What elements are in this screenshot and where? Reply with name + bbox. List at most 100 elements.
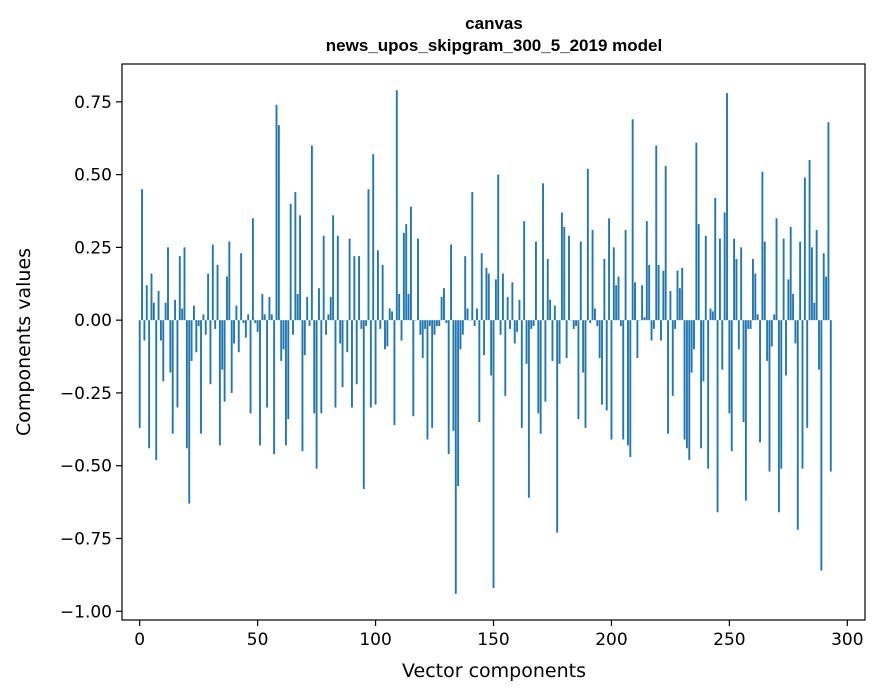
- bar-226: [671, 320, 674, 396]
- bars-group: [138, 90, 832, 594]
- bar-222: [662, 270, 665, 321]
- bar-71: [306, 296, 309, 321]
- bar-288: [818, 320, 820, 370]
- bar-205: [622, 320, 625, 440]
- bar-91: [353, 256, 356, 321]
- bar-66: [294, 192, 297, 321]
- bar-6: [152, 302, 155, 321]
- bar-246: [718, 238, 721, 321]
- bar-98: [369, 320, 372, 408]
- bar-166: [530, 320, 533, 329]
- bar-19: [183, 247, 186, 321]
- bar-48: [251, 218, 254, 321]
- bar-287: [815, 229, 818, 321]
- y-tick-label: −0.75: [60, 529, 112, 549]
- bar-74: [313, 320, 316, 414]
- bar-221: [660, 320, 662, 341]
- bar-210: [634, 282, 636, 321]
- bar-270: [775, 218, 778, 321]
- bar-217: [650, 320, 653, 341]
- bar-250: [728, 320, 731, 414]
- bar-35: [221, 320, 224, 370]
- bar-124: [431, 320, 434, 428]
- bar-90: [351, 320, 353, 408]
- bar-2: [143, 320, 146, 341]
- bar-120: [421, 320, 424, 359]
- bar-243: [711, 311, 714, 321]
- bar-245: [716, 320, 719, 513]
- bar-64: [289, 203, 292, 321]
- bar-25: [197, 320, 200, 326]
- bar-129: [443, 288, 445, 321]
- bar-179: [560, 212, 563, 321]
- bar-229: [678, 288, 681, 321]
- bar-26: [200, 320, 202, 434]
- bar-33: [216, 264, 219, 321]
- bar-7: [155, 320, 158, 460]
- bar-234: [690, 320, 693, 373]
- bar-211: [636, 320, 639, 359]
- bar-209: [631, 119, 634, 321]
- bar-53: [263, 314, 266, 321]
- bar-154: [501, 273, 504, 321]
- bar-146: [483, 320, 486, 356]
- bar-283: [806, 320, 809, 428]
- bar-94: [360, 320, 363, 329]
- bar-116: [412, 320, 415, 417]
- bar-150: [492, 320, 495, 588]
- bar-77: [320, 320, 323, 414]
- bar-236: [695, 142, 698, 321]
- bar-162: [520, 320, 523, 428]
- bar-191: [589, 320, 592, 324]
- x-tick-label: 200: [595, 630, 627, 650]
- bar-121: [424, 320, 427, 329]
- x-tick-label: 0: [134, 630, 145, 650]
- bar-214: [643, 317, 646, 321]
- bar-36: [223, 320, 226, 402]
- bar-4: [148, 320, 151, 449]
- x-axis-label: Vector components: [402, 660, 586, 682]
- bar-99: [372, 154, 375, 321]
- bar-68: [299, 215, 302, 321]
- bar-159: [513, 320, 516, 344]
- bar-144: [478, 320, 481, 423]
- bar-52: [261, 293, 264, 321]
- bar-51: [259, 320, 261, 446]
- bar-72: [308, 320, 311, 326]
- bar-123: [428, 320, 431, 326]
- bar-46: [247, 314, 250, 321]
- bar-263: [759, 320, 761, 443]
- bar-169: [537, 320, 540, 414]
- x-tick-label: 250: [713, 630, 745, 650]
- bar-272: [780, 320, 783, 469]
- bar-172: [544, 320, 547, 402]
- chart-subtitle: news_upos_skipgram_300_5_2019 model: [326, 36, 662, 55]
- bar-202: [615, 285, 618, 321]
- bar-200: [610, 320, 613, 440]
- bar-181: [565, 320, 568, 359]
- bar-85: [339, 320, 342, 344]
- bar-63: [287, 320, 290, 420]
- bar-219: [655, 145, 658, 321]
- bar-45: [244, 320, 247, 338]
- bar-28: [204, 320, 207, 335]
- bar-228: [676, 270, 679, 321]
- bar-100: [374, 320, 377, 405]
- bar-141: [471, 192, 474, 321]
- bar-254: [737, 320, 740, 350]
- bar-3: [145, 285, 148, 321]
- plot-frame: [121, 63, 866, 621]
- bar-79: [325, 320, 327, 335]
- bar-286: [813, 302, 816, 321]
- bar-273: [782, 238, 785, 321]
- bar-223: [664, 165, 667, 321]
- bar-244: [714, 197, 717, 321]
- bar-80: [327, 314, 330, 321]
- bar-175: [551, 320, 554, 361]
- bar-151: [494, 279, 497, 321]
- bar-220: [657, 264, 660, 321]
- bar-170: [539, 320, 542, 434]
- y-tick-label: −1.00: [60, 602, 112, 622]
- bar-192: [591, 229, 594, 321]
